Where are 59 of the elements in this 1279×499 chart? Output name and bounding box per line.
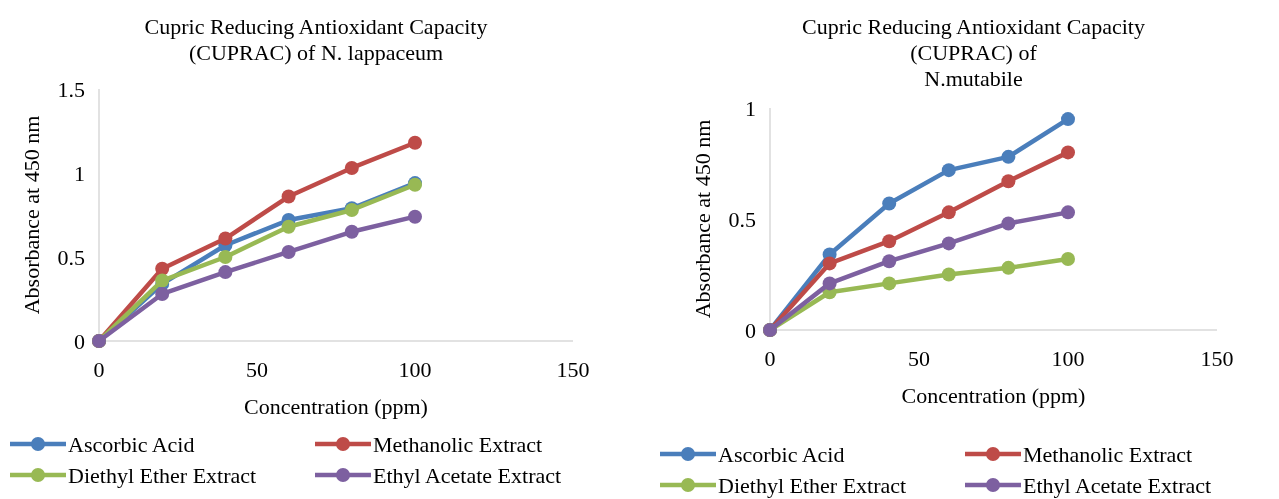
point xyxy=(155,286,170,301)
y-tick-label: 0 xyxy=(74,328,85,354)
x-tick-label: 100 xyxy=(398,357,432,382)
legend-label: Ethyl Acetate Extract xyxy=(373,462,562,488)
x-tick-label: 150 xyxy=(556,357,590,382)
x-tick-label: 100 xyxy=(1051,346,1085,371)
chart-title: Cupric Reducing Antioxidant Capacity (CUPRAC) of N. lappaceum xyxy=(144,14,488,65)
point xyxy=(281,219,296,234)
point xyxy=(882,196,897,211)
legend-label: Methanolic Extract xyxy=(1023,441,1193,467)
point xyxy=(218,265,233,280)
point xyxy=(941,267,956,282)
y-axis-title: Absorbance at 450 nm xyxy=(690,119,715,319)
point xyxy=(822,256,837,271)
x-axis-title: Concentration (ppm) xyxy=(901,383,1086,408)
point xyxy=(1001,149,1016,164)
legend-label: Diethyl Ether Extract xyxy=(68,462,257,488)
point xyxy=(408,135,422,150)
point xyxy=(281,244,296,259)
point xyxy=(344,224,359,239)
x-axis-title: Concentration (ppm) xyxy=(244,394,428,419)
point xyxy=(1001,216,1016,231)
point xyxy=(218,231,233,246)
legend-label: Ethyl Acetate Extract xyxy=(1023,472,1212,498)
chart-title: Cupric Reducing Antioxidant Capacity (CUPRAC) of N.mutabile xyxy=(802,14,1145,91)
point xyxy=(218,250,233,264)
point xyxy=(1001,174,1016,189)
legend-label: Ascorbic Acid xyxy=(68,431,195,457)
x-tick-label: 50 xyxy=(246,357,268,382)
y-tick-label: 1.5 xyxy=(57,76,85,102)
y-tick-label: 0 xyxy=(745,317,756,343)
point xyxy=(281,189,296,204)
point xyxy=(1001,260,1016,275)
x-tick-label: 0 xyxy=(93,357,105,382)
legend-label: Ascorbic Acid xyxy=(718,441,845,467)
x-tick-label: 50 xyxy=(908,346,930,371)
point xyxy=(882,254,897,269)
point xyxy=(882,276,897,291)
point xyxy=(822,276,837,291)
point xyxy=(882,234,897,249)
point xyxy=(941,205,956,220)
point xyxy=(1061,112,1075,127)
point xyxy=(941,236,956,251)
y-tick-label: 1 xyxy=(745,95,756,121)
legend-label: Methanolic Extract xyxy=(373,431,543,457)
legend-label: Diethyl Ether Extract xyxy=(718,472,907,498)
point xyxy=(1061,145,1075,160)
y-axis-title: Absorbance at 450 nm xyxy=(19,115,44,315)
y-tick-label: 1 xyxy=(74,160,85,186)
point xyxy=(1061,205,1075,220)
point xyxy=(408,209,422,224)
point xyxy=(155,261,170,276)
point xyxy=(941,163,956,178)
x-tick-label: 150 xyxy=(1200,346,1234,371)
point xyxy=(1061,251,1075,266)
y-tick-label: 0.5 xyxy=(728,206,756,232)
x-tick-label: 0 xyxy=(764,346,776,371)
point xyxy=(344,160,359,175)
y-tick-label: 0.5 xyxy=(57,244,85,270)
